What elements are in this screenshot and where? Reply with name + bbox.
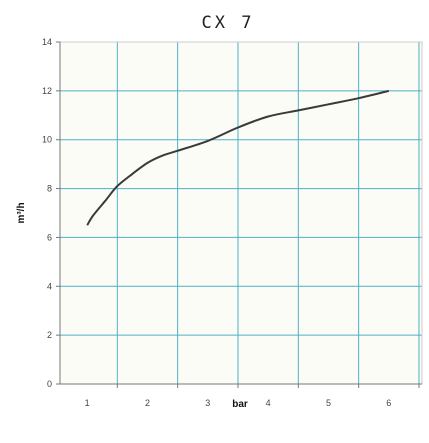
y-tick-label: 4 xyxy=(47,281,52,291)
axes xyxy=(59,41,423,385)
y-tick-label: 8 xyxy=(47,184,52,194)
y-tick-label: 14 xyxy=(42,37,52,47)
y-axis-ticks: 0 2 4 6 8 10 12 14 xyxy=(42,37,60,389)
x-axis-label: bar xyxy=(232,399,248,410)
y-tick-label: 12 xyxy=(42,86,52,96)
x-tick-label: 6 xyxy=(386,398,391,408)
y-tick-label: 10 xyxy=(42,135,52,145)
x-tick-label: 3 xyxy=(205,398,210,408)
x-tick-label: 5 xyxy=(326,398,331,408)
x-axis-ticks: 1 2 3 4 5 6 xyxy=(85,384,420,408)
chart-title: CX 7 xyxy=(202,13,255,33)
x-tick-label: 1 xyxy=(85,398,90,408)
y-tick-label: 2 xyxy=(47,330,52,340)
y-tick-label: 6 xyxy=(47,232,52,242)
x-tick-label: 2 xyxy=(145,398,150,408)
series-group xyxy=(86,89,390,226)
y-tick-label: 0 xyxy=(47,379,52,389)
plot-area xyxy=(60,42,422,384)
x-tick-label: 4 xyxy=(266,398,271,408)
y-axis-label: m³/h xyxy=(16,202,27,223)
series-line-0 xyxy=(86,89,390,226)
